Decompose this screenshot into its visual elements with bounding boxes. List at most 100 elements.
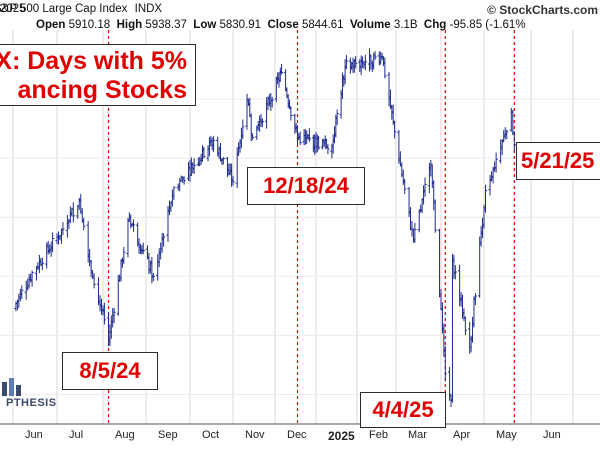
chg-value: -95.85 (-1.61%: [449, 19, 526, 31]
symbol-name: S&P 500 Large Cap Index: [0, 3, 128, 15]
ohlc-bar: [344, 55, 349, 70]
ohlc-bar: [463, 316, 467, 336]
ohlc-bar: [211, 136, 216, 153]
ohlc-bar: [51, 232, 55, 253]
ohlc-bar: [433, 199, 437, 233]
ohlc-bar: [505, 129, 509, 140]
ohlc-bar: [249, 113, 253, 142]
ohlc-bar: [241, 119, 245, 140]
ohlc-bar: [335, 109, 339, 126]
logo-icon: [2, 378, 21, 396]
ohlc-bar: [367, 48, 372, 72]
ohlc-bar: [393, 120, 397, 139]
x-tick-label: Mar: [408, 429, 427, 441]
ohlc-bar: [423, 177, 427, 197]
x-tick-label: Oct: [202, 429, 220, 441]
ohlc-bar: [448, 366, 452, 401]
volume-label: Volume: [349, 19, 391, 31]
ohlc-bar: [40, 257, 44, 271]
header-symbol-name: S&P 500 Large Cap Index INDX: [0, 3, 162, 17]
volume-value: 3.1B: [393, 19, 418, 31]
ohlc-bars: [14, 48, 516, 408]
logo-text: PTHESIS: [6, 397, 57, 409]
ohlc-bar: [373, 51, 377, 60]
high-value: 5938.37: [145, 19, 187, 31]
title-line-2: ancing Stocks: [17, 76, 188, 104]
grid-layer: [0, 30, 600, 424]
low-value: 5830.91: [219, 19, 262, 31]
ohlc-bar: [61, 222, 65, 236]
x-tick-label: 2025: [328, 429, 355, 443]
marker-label-apr: 4/4/25: [360, 392, 446, 428]
ohlc-bar: [71, 202, 75, 223]
x-tick-label: Aug: [115, 429, 135, 441]
chart-title-box: X: Days with 5% ancing Stocks: [0, 44, 196, 106]
ohlc-bar: [141, 242, 145, 255]
marker-label-may: 5/21/25: [516, 142, 600, 180]
open-label: Open: [36, 19, 66, 31]
ohlc-bar: [417, 209, 421, 233]
ohlc-bar: [112, 307, 116, 324]
ohlc-bar: [172, 186, 176, 200]
marker-label-dec: 12/18/24: [247, 167, 365, 205]
ohlc-bar: [363, 54, 367, 71]
ohlc-bar: [126, 218, 130, 258]
header-date: 2025: [0, 3, 26, 17]
stockcharts-logo: © StockCharts.com: [487, 3, 598, 17]
exchange-name: INDX: [134, 3, 163, 15]
ohlc-bar: [30, 270, 34, 287]
ohlc-bar: [413, 222, 417, 243]
x-tick-label: Apr: [453, 429, 471, 441]
ohlc-bar: [122, 247, 126, 264]
close-value: 5844.61: [302, 19, 344, 31]
x-tick-label: Nov: [245, 429, 265, 441]
ohlc-bar: [221, 157, 225, 165]
ohlc-bar: [383, 57, 387, 79]
ohlc-bar: [453, 265, 457, 280]
ohlc-bar: [192, 158, 196, 174]
ohlc-bar: [473, 293, 477, 305]
x-tick-label: Jun: [25, 429, 43, 441]
x-tick-label: Jun: [543, 429, 561, 441]
ohlc-bar: [443, 346, 447, 382]
ohlc-bar: [182, 176, 186, 185]
ohlc-bar: [307, 128, 311, 142]
ohlc-bar: [102, 302, 106, 325]
title-line-1: X: Days with 5%: [0, 47, 187, 75]
ohlc-bar: [429, 159, 433, 177]
ohlc-bar: [317, 135, 321, 150]
ohlc-bar: [298, 131, 302, 146]
x-tick-label: Dec: [287, 429, 307, 441]
high-label: High: [116, 19, 143, 31]
ohlc-bar: [82, 217, 86, 231]
marker-label-aug: 8/5/24: [62, 352, 158, 390]
x-tick-label: Feb: [369, 429, 388, 441]
x-tick-label: Jul: [69, 429, 84, 441]
ohlc-bar: [131, 219, 136, 232]
ohlc-bar: [380, 52, 384, 61]
header-ohlc: Open 5910.18 High 5938.37 Low 5830.91 Cl…: [36, 19, 526, 33]
close-label: Close: [267, 19, 299, 31]
ohlc-bar: [202, 146, 206, 159]
ohlc-bar: [251, 134, 255, 141]
open-value: 5910.18: [68, 19, 111, 31]
ohlc-bar: [483, 184, 488, 213]
ohlc-bar: [231, 175, 235, 186]
ohlc-bar: [92, 273, 96, 289]
x-tick-label: Sep: [158, 429, 178, 441]
x-tick-label: May: [496, 429, 517, 441]
ohlc-bar: [280, 63, 284, 75]
ohlc-bar: [89, 260, 93, 278]
ohlc-bar: [270, 96, 274, 108]
ohlc-bar: [494, 152, 498, 173]
ohlc-bar: [354, 56, 358, 69]
ohlc-bar: [260, 118, 264, 128]
chg-label: Chg: [423, 19, 447, 31]
ohlc-bar: [289, 106, 293, 121]
ohlc-bar: [512, 131, 516, 152]
ohlc-bar: [162, 233, 166, 247]
source-text: © StockCharts.com: [487, 3, 598, 17]
ohlc-bar: [403, 178, 407, 195]
